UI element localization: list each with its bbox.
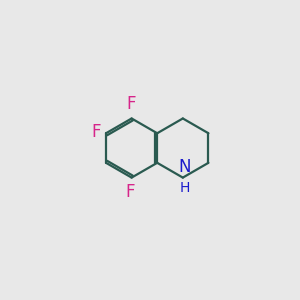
Text: F: F xyxy=(126,183,135,201)
Text: H: H xyxy=(179,181,190,195)
Text: F: F xyxy=(127,95,136,113)
Text: N: N xyxy=(178,158,191,176)
Text: F: F xyxy=(92,123,101,141)
